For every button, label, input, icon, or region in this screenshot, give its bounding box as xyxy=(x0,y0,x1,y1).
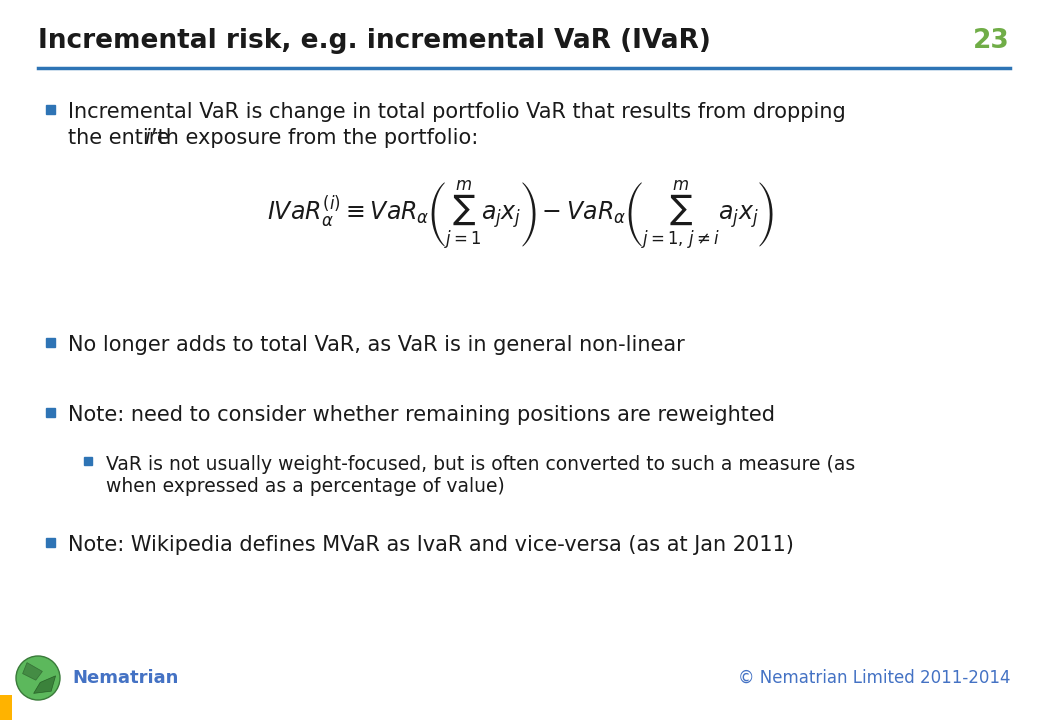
Text: Note: Wikipedia defines MVaR as IvaR and vice-versa (as at Jan 2011): Note: Wikipedia defines MVaR as IvaR and… xyxy=(68,535,794,555)
Text: Note: need to consider whether remaining positions are reweighted: Note: need to consider whether remaining… xyxy=(68,405,775,425)
Polygon shape xyxy=(23,662,43,680)
Text: Incremental VaR is change in total portfolio VaR that results from dropping: Incremental VaR is change in total portf… xyxy=(68,102,846,122)
Bar xyxy=(0,695,12,720)
Text: No longer adds to total VaR, as VaR is in general non-linear: No longer adds to total VaR, as VaR is i… xyxy=(68,335,684,355)
Text: when expressed as a percentage of value): when expressed as a percentage of value) xyxy=(106,477,504,496)
Text: Nematrian: Nematrian xyxy=(72,669,179,687)
Circle shape xyxy=(16,656,60,700)
Text: 23: 23 xyxy=(973,28,1010,54)
Bar xyxy=(46,104,54,114)
Bar xyxy=(84,457,92,465)
Text: the entire: the entire xyxy=(68,128,177,148)
Bar xyxy=(46,408,54,416)
Bar xyxy=(46,538,54,546)
Polygon shape xyxy=(33,676,55,693)
Text: $IVaR_{\alpha}^{(i)} \equiv VaR_{\alpha}\left(\sum_{j=1}^{m} a_j x_j\right) - Va: $IVaR_{\alpha}^{(i)} \equiv VaR_{\alpha}… xyxy=(266,179,774,251)
Text: VaR is not usually weight-focused, but is often converted to such a measure (as: VaR is not usually weight-focused, but i… xyxy=(106,455,855,474)
Text: © Nematrian Limited 2011-2014: © Nematrian Limited 2011-2014 xyxy=(737,669,1010,687)
Text: Incremental risk, e.g. incremental VaR (IVaR): Incremental risk, e.g. incremental VaR (… xyxy=(38,28,711,54)
Text: i: i xyxy=(144,128,150,148)
Bar xyxy=(46,338,54,346)
Text: ’th exposure from the portfolio:: ’th exposure from the portfolio: xyxy=(151,128,478,148)
